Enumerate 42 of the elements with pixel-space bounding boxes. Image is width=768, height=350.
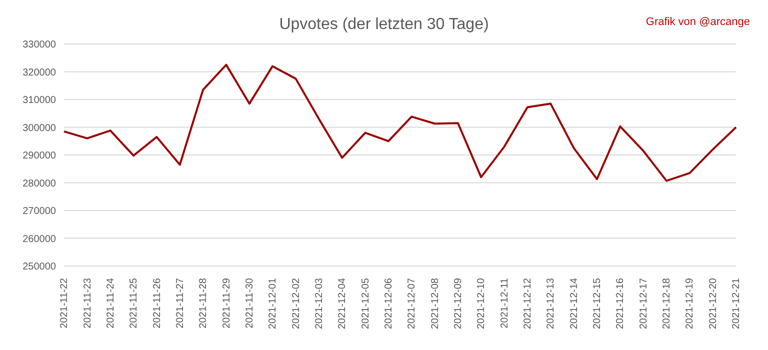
x-tick-label: 2021-11-29 bbox=[221, 278, 232, 328]
x-tick-label: 2021-12-16 bbox=[615, 278, 626, 330]
y-tick-label: 310000 bbox=[22, 95, 56, 106]
x-tick-label: 2021-11-26 bbox=[152, 278, 163, 328]
x-tick-label: 2021-11-23 bbox=[82, 278, 94, 328]
y-tick-label: 320000 bbox=[22, 67, 56, 78]
y-tick-label: 270000 bbox=[22, 206, 56, 218]
x-tick-label: 2021-12-13 bbox=[546, 278, 557, 330]
x-tick-label: 2021-12-12 bbox=[522, 278, 534, 330]
x-tick-label: 2021-12-18 bbox=[662, 278, 673, 330]
line-series bbox=[63, 64, 737, 182]
x-tick-label: 2021-11-28 bbox=[198, 278, 210, 328]
x-tick-label: 2021-12-09 bbox=[453, 278, 464, 330]
x-tick-label: 2021-12-08 bbox=[430, 278, 441, 330]
x-tick-label: 2021-12-02 bbox=[290, 278, 302, 330]
x-tick-label: 2021-12-03 bbox=[314, 278, 325, 330]
x-tick-label: 2021-12-15 bbox=[592, 278, 604, 330]
x-tick-label: 2021-11-24 bbox=[105, 278, 116, 328]
x-tick-label: 2021-12-11 bbox=[499, 278, 510, 328]
x-tick-label: 2021-12-14 bbox=[568, 278, 580, 330]
x-tick-label: 2021-12-19 bbox=[684, 278, 696, 330]
x-tick-label: 2021-12-20 bbox=[708, 278, 719, 330]
text: Grafik von @arcange bbox=[646, 16, 750, 28]
y-tick-label: 280000 bbox=[22, 178, 56, 190]
y-tick-label: 300000 bbox=[22, 122, 56, 134]
x-tick-label: 2021-12-01 bbox=[268, 278, 279, 330]
x-tick-label: 2021-12-10 bbox=[476, 278, 488, 330]
y-tick-label: 330000 bbox=[22, 40, 56, 51]
y-tick-label: 260000 bbox=[22, 234, 56, 245]
x-tick-label: 2021-11-22 bbox=[59, 278, 70, 328]
x-tick-label: 2021-12-04 bbox=[337, 278, 348, 330]
x-tick-label: 2021-12-17 bbox=[638, 278, 650, 330]
x-tick-label: 2021-11-30 bbox=[244, 278, 256, 328]
y-tick-label: 290000 bbox=[22, 150, 56, 162]
x-tick-label: 2021-12-06 bbox=[384, 278, 395, 330]
chart-title: Upvotes (der letzten 30 Tage) bbox=[279, 16, 489, 33]
x-tick-label: 2021-12-21 bbox=[731, 278, 742, 330]
x-tick-label: 2021-11-27 bbox=[174, 278, 186, 328]
x-tick-label: 2021-11-25 bbox=[128, 278, 140, 328]
y-tick-label: 250000 bbox=[22, 262, 56, 273]
x-tick-label: 2021-12-05 bbox=[360, 278, 372, 330]
x-tick-label: 2021-12-07 bbox=[406, 278, 418, 330]
